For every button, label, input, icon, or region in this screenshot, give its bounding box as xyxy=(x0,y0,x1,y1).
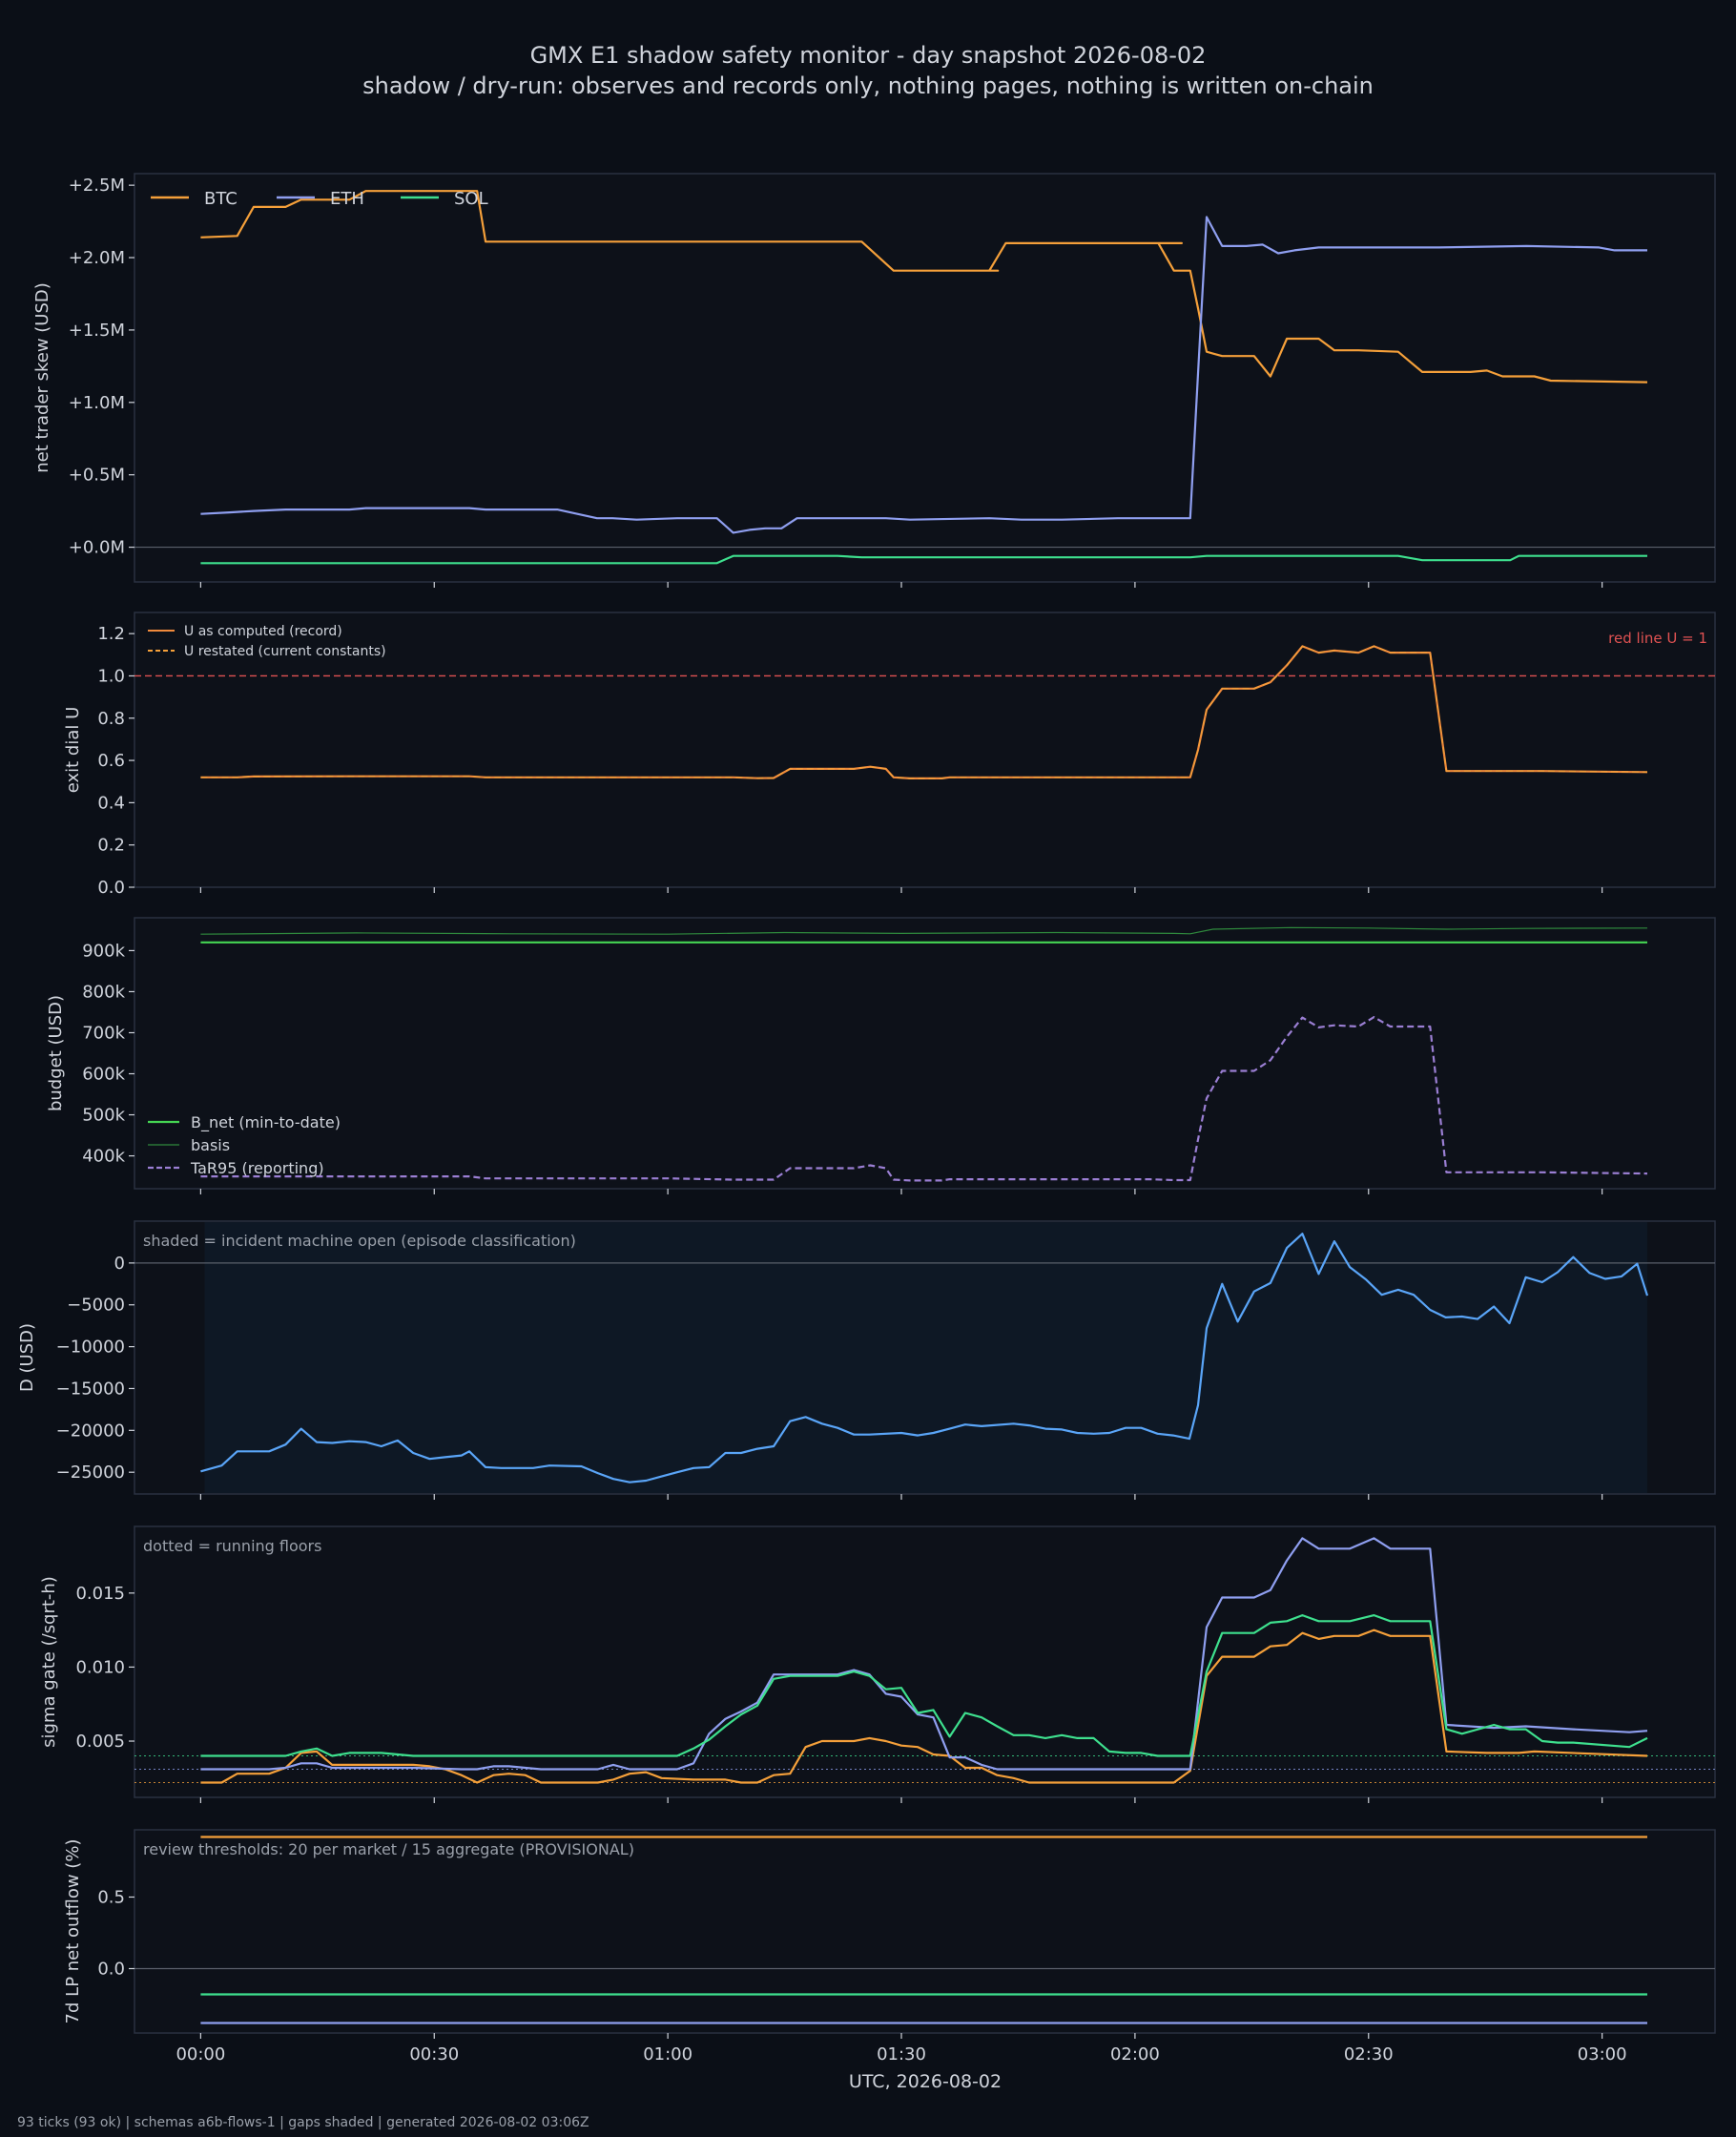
y-tick-label: +1.0M xyxy=(69,393,125,413)
panel-frame xyxy=(134,917,1716,1190)
y-tick-label: 0.005 xyxy=(75,1732,125,1752)
panel-annotation: shaded = incident machine open (episode … xyxy=(143,1232,576,1250)
y-tick-label: −25000 xyxy=(56,1463,125,1483)
x-tick-label: 03:00 xyxy=(1578,2044,1627,2064)
x-tick-label: 01:00 xyxy=(643,2044,692,2064)
panel-d_usd: −25000 −20000 −15000 −10000 −5000 0 D (USD) sha… xyxy=(17,1220,1716,1500)
legend: BTC ETH SOL xyxy=(151,189,488,209)
panel-budget: 400k 500k 600k 700k 800k 900k budget (USD) B_ne… xyxy=(46,917,1716,1194)
y-tick-label: −20000 xyxy=(56,1421,125,1441)
panels: +0.0M +0.5M +1.0M +1.5M +2.0M +2.5M net trader… xyxy=(17,173,1716,2039)
series-line-sol xyxy=(200,554,1647,565)
panel-exit_dial: 0.0 0.2 0.4 0.6 0.8 1.0 1.2 exit dial U red line… xyxy=(63,612,1716,898)
series-line-btc xyxy=(200,1629,1648,1784)
x-tick-label: 01:30 xyxy=(877,2044,926,2064)
series-line-basis xyxy=(200,926,1648,935)
panel-frame xyxy=(134,612,1716,888)
y-tick-label: 0 xyxy=(114,1254,125,1274)
y-tick-label: +1.5M xyxy=(69,321,125,341)
series-line-sol xyxy=(200,1614,1648,1757)
red-line-label: red line U = 1 xyxy=(1608,630,1707,647)
figure-title: GMX E1 shadow safety monitor - day snaps… xyxy=(530,42,1207,69)
series-line-u-restated-current-constants- xyxy=(200,645,1648,779)
footer-status: 93 ticks (93 ok) | schemas a6b-flows-1 |… xyxy=(17,2115,589,2130)
y-tick-label: 1.0 xyxy=(97,666,125,686)
y-tick-label: 900k xyxy=(82,941,125,961)
legend-label: U restated (current constants) xyxy=(184,644,386,659)
panel-frame xyxy=(134,1829,1716,2034)
x-tick-label: 00:00 xyxy=(176,2044,225,2064)
x-axis-label: UTC, 2026-08-02 xyxy=(849,2071,1002,2092)
y-tick-label: 0.0 xyxy=(97,1960,125,1980)
panel-frame xyxy=(134,1525,1716,1798)
y-tick-label: +2.0M xyxy=(69,248,125,268)
x-tick-label: 00:30 xyxy=(409,2044,459,2064)
legend-label: basis xyxy=(191,1136,230,1154)
y-tick-label: 0.015 xyxy=(75,1584,125,1604)
legend-label: SOL xyxy=(454,189,488,209)
series-line-btc xyxy=(200,190,1648,384)
figure-subtitle: shadow / dry-run: observes and records o… xyxy=(362,73,1374,99)
y-tick-label: 0.8 xyxy=(97,709,125,729)
y-tick-label: 500k xyxy=(82,1106,125,1126)
panel-annotation: review thresholds: 20 per market / 15 ag… xyxy=(143,1840,634,1858)
legend: B_net (min-to-date) basis TaR95 (reporting… xyxy=(148,1113,341,1177)
y-axis-label: sigma gate (/sqrt-h) xyxy=(39,1576,59,1748)
y-axis-label: D (USD) xyxy=(17,1323,37,1392)
panel-sigma_gate: 0.005 0.010 0.015 sigma gate (/sqrt-h) dotte… xyxy=(39,1525,1716,1803)
legend-label: ETH xyxy=(330,189,364,209)
y-tick-label: −5000 xyxy=(67,1296,125,1316)
legend-label: B_net (min-to-date) xyxy=(191,1113,341,1132)
x-tick-label: 02:30 xyxy=(1344,2044,1394,2064)
y-tick-label: 0.0 xyxy=(97,878,125,898)
series-line-tar95-reporting- xyxy=(200,1016,1648,1182)
y-axis-label: exit dial U xyxy=(63,707,83,794)
y-tick-label: 0.4 xyxy=(97,793,125,813)
y-tick-label: −10000 xyxy=(56,1338,125,1358)
legend-label: BTC xyxy=(204,189,238,209)
x-axis: 00:00 00:30 01:00 01:30 02:00 02:30 03:00 xyxy=(176,2044,1626,2064)
y-tick-label: +0.5M xyxy=(69,466,125,486)
y-tick-label: −15000 xyxy=(56,1379,125,1399)
y-tick-label: 800k xyxy=(82,982,125,1002)
y-tick-label: +0.0M xyxy=(69,538,125,558)
y-tick-label: 600k xyxy=(82,1065,125,1085)
y-tick-label: 0.5 xyxy=(97,1888,125,1908)
x-tick-label: 02:00 xyxy=(1110,2044,1160,2064)
incident-shading xyxy=(204,1222,1647,1493)
legend: U as computed (record) U restated (curren… xyxy=(148,624,386,659)
y-tick-label: 0.010 xyxy=(75,1657,125,1677)
panel-frame xyxy=(134,173,1716,583)
y-tick-label: 700k xyxy=(82,1023,125,1043)
y-tick-label: 0.6 xyxy=(97,751,125,771)
legend-label: U as computed (record) xyxy=(184,624,342,639)
y-tick-label: 0.2 xyxy=(97,836,125,856)
panel-skew: +0.0M +0.5M +1.0M +1.5M +2.0M +2.5M net trader… xyxy=(32,173,1716,588)
y-tick-label: 400k xyxy=(82,1147,125,1167)
y-axis-label: net trader skew (USD) xyxy=(32,282,52,473)
series-line-eth xyxy=(200,1537,1648,1771)
series-line-eth xyxy=(200,216,1647,534)
y-axis-label: budget (USD) xyxy=(46,995,66,1111)
legend-label: TaR95 (reporting) xyxy=(190,1159,324,1177)
y-tick-label: +2.5M xyxy=(69,176,125,196)
series-line-d xyxy=(200,1233,1649,1483)
y-axis-label: 7d LP net outflow (%) xyxy=(63,1839,83,2024)
y-tick-label: 1.2 xyxy=(97,624,125,644)
panel-lp_outflow: 0.0 0.5 7d LP net outflow (%) review thresh… xyxy=(63,1829,1716,2039)
panel-annotation: dotted = running floors xyxy=(143,1537,321,1555)
